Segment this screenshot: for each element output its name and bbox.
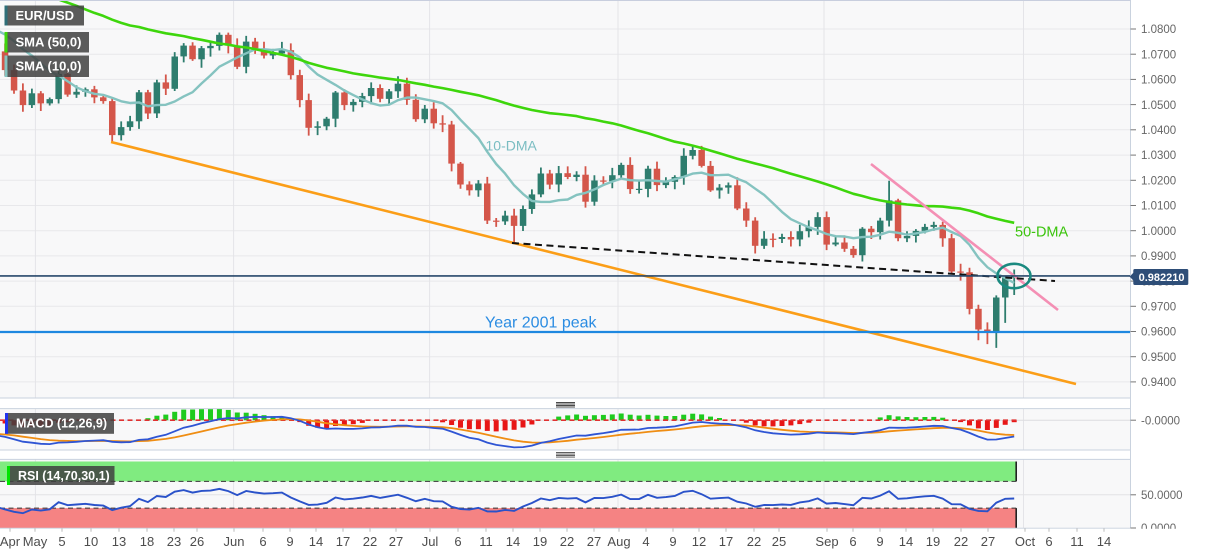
svg-text:-0.0000: -0.0000 [1141, 415, 1180, 427]
svg-text:14: 14 [506, 534, 520, 549]
svg-text:50.0000: 50.0000 [1141, 490, 1183, 502]
svg-text:9: 9 [876, 534, 883, 549]
svg-text:12: 12 [692, 534, 706, 549]
svg-text:14: 14 [899, 534, 913, 549]
svg-text:RSI (14,70,30,1): RSI (14,70,30,1) [18, 469, 110, 483]
svg-text:Jul: Jul [422, 534, 439, 549]
svg-text:27: 27 [389, 534, 403, 549]
svg-text:0.9700: 0.9700 [1141, 302, 1176, 314]
svg-text:1.0700: 1.0700 [1141, 49, 1176, 61]
svg-text:14: 14 [1097, 534, 1111, 549]
svg-text:May: May [23, 534, 48, 549]
svg-text:Oct: Oct [1015, 534, 1036, 549]
svg-text:9: 9 [286, 534, 293, 549]
svg-text:22: 22 [560, 534, 574, 549]
svg-text:27: 27 [587, 534, 601, 549]
svg-text:13: 13 [112, 534, 126, 549]
svg-text:19: 19 [533, 534, 547, 549]
svg-text:10-DMA: 10-DMA [486, 138, 538, 154]
svg-text:5: 5 [58, 534, 65, 549]
svg-text:1.0000: 1.0000 [1141, 226, 1176, 238]
svg-text:0.9900: 0.9900 [1141, 251, 1176, 263]
svg-text:1.0200: 1.0200 [1141, 176, 1176, 188]
svg-text:18: 18 [140, 534, 154, 549]
svg-text:23: 23 [167, 534, 181, 549]
svg-text:Year 2001 peak: Year 2001 peak [485, 315, 598, 332]
svg-text:MACD (12,26,9): MACD (12,26,9) [16, 417, 107, 431]
svg-text:27: 27 [981, 534, 995, 549]
svg-text:Aug: Aug [607, 534, 630, 549]
svg-text:50-DMA: 50-DMA [1015, 225, 1069, 241]
svg-text:17: 17 [719, 534, 733, 549]
svg-text:0.982210: 0.982210 [1139, 272, 1185, 284]
svg-text:1.0400: 1.0400 [1141, 125, 1176, 137]
svg-text:22: 22 [747, 534, 761, 549]
svg-text:11: 11 [1070, 534, 1084, 549]
svg-text:22: 22 [954, 534, 968, 549]
svg-text:0.9400: 0.9400 [1141, 377, 1176, 389]
svg-text:26: 26 [190, 534, 204, 549]
svg-text:Apr: Apr [0, 534, 21, 549]
svg-text:0.9500: 0.9500 [1141, 352, 1176, 364]
svg-text:EUR/USD: EUR/USD [16, 8, 75, 23]
svg-text:Jun: Jun [224, 534, 245, 549]
svg-text:6: 6 [454, 534, 461, 549]
svg-text:SMA (10,0): SMA (10,0) [16, 59, 82, 74]
svg-text:11: 11 [479, 534, 493, 549]
svg-text:19: 19 [926, 534, 940, 549]
svg-text:1.0800: 1.0800 [1141, 24, 1176, 36]
svg-text:1.0600: 1.0600 [1141, 75, 1176, 87]
svg-text:10: 10 [84, 534, 98, 549]
svg-text:14: 14 [309, 534, 323, 549]
svg-text:0.9600: 0.9600 [1141, 327, 1176, 339]
svg-text:17: 17 [336, 534, 350, 549]
svg-text:6: 6 [1045, 534, 1052, 549]
svg-text:4: 4 [642, 534, 649, 549]
svg-text:1.0500: 1.0500 [1141, 100, 1176, 112]
svg-text:1.0300: 1.0300 [1141, 150, 1176, 162]
svg-text:25: 25 [772, 534, 786, 549]
svg-text:Sep: Sep [815, 534, 838, 549]
svg-text:1.0100: 1.0100 [1141, 201, 1176, 213]
svg-text:6: 6 [259, 534, 266, 549]
svg-text:SMA (50,0): SMA (50,0) [16, 35, 82, 50]
svg-text:6: 6 [849, 534, 856, 549]
svg-text:22: 22 [363, 534, 377, 549]
svg-text:9: 9 [669, 534, 676, 549]
